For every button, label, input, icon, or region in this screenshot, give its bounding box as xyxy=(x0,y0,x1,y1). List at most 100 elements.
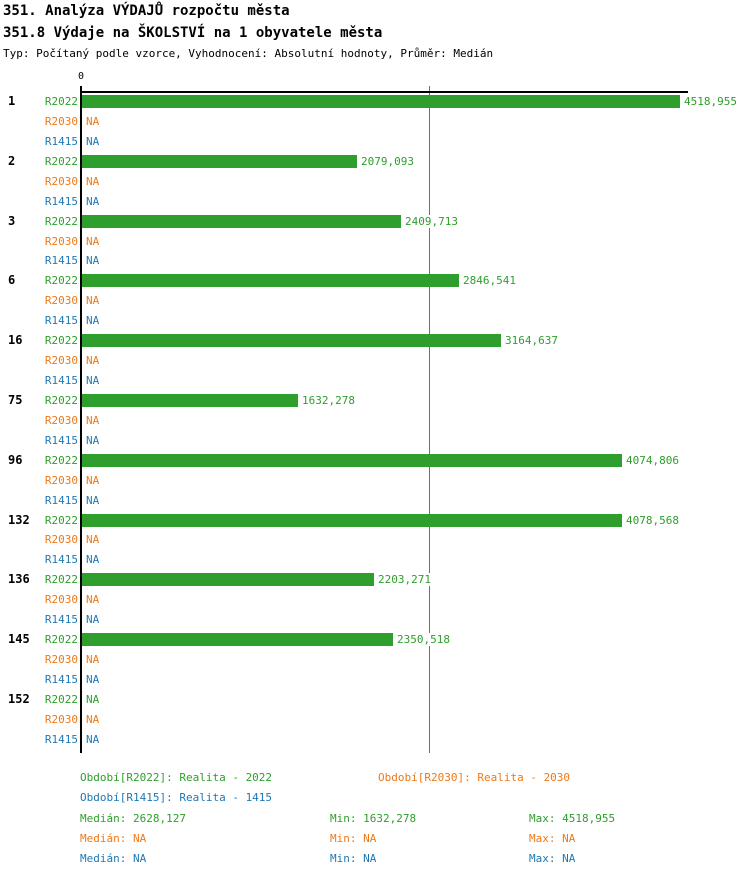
na-value-label: NA xyxy=(86,593,100,606)
bar xyxy=(82,334,501,347)
na-value-label: NA xyxy=(86,553,100,566)
bar xyxy=(82,215,401,228)
series-label: R2030 xyxy=(44,175,78,188)
legend-stat-median: Medián: 2628,127 xyxy=(80,812,186,825)
series-label: R1415 xyxy=(44,314,78,327)
na-value-label: NA xyxy=(86,254,100,267)
legend-stat-median: Medián: NA xyxy=(80,852,147,865)
series-label: R2022 xyxy=(44,573,78,586)
series-label: R1415 xyxy=(44,494,78,507)
value-label: 4074,806 xyxy=(625,454,680,467)
legend-stat-min: Min: 1632,278 xyxy=(330,812,417,825)
series-label: R2030 xyxy=(44,235,78,248)
legend-period-item: Období[R2022]: Realita - 2022 xyxy=(80,771,273,784)
value-label: 2409,713 xyxy=(404,215,459,228)
group-label: 6 xyxy=(8,273,16,287)
bar xyxy=(82,394,298,407)
value-label: 4078,568 xyxy=(625,514,680,527)
bar xyxy=(82,274,459,287)
series-label: R1415 xyxy=(44,195,78,208)
series-label: R2030 xyxy=(44,533,78,546)
na-value-label: NA xyxy=(86,354,100,367)
na-value-label: NA xyxy=(86,474,100,487)
report-subtitle: 351.8 Výdaje na ŠKOLSTVÍ na 1 obyvatele … xyxy=(3,25,383,41)
legend-stat-max: Max: 4518,955 xyxy=(529,812,616,825)
na-value-label: NA xyxy=(86,135,100,148)
legend-stat-max: Max: NA xyxy=(529,852,576,865)
bar xyxy=(82,155,357,168)
report-meta-line: Typ: Počítaný podle vzorce, Vyhodnocení:… xyxy=(3,47,494,60)
bar xyxy=(82,454,622,467)
series-label: R2030 xyxy=(44,474,78,487)
series-label: R2022 xyxy=(44,215,78,228)
na-value-label: NA xyxy=(86,673,100,686)
na-value-label: NA xyxy=(86,195,100,208)
series-label: R1415 xyxy=(44,553,78,566)
na-value-label: NA xyxy=(86,314,100,327)
bar xyxy=(82,573,374,586)
series-label: R2030 xyxy=(44,713,78,726)
na-value-label: NA xyxy=(86,115,100,128)
series-label: R1415 xyxy=(44,434,78,447)
series-label: R2022 xyxy=(44,155,78,168)
series-label: R2022 xyxy=(44,274,78,287)
value-label: 4518,955 xyxy=(683,95,738,108)
na-value-label: NA xyxy=(86,494,100,507)
series-label: R2022 xyxy=(44,514,78,527)
group-label: 145 xyxy=(8,632,30,646)
na-value-label: NA xyxy=(86,713,100,726)
legend-period-item: Období[R1415]: Realita - 1415 xyxy=(80,791,273,804)
value-label: 2846,541 xyxy=(462,274,517,287)
series-label: R2030 xyxy=(44,593,78,606)
bar xyxy=(82,514,622,527)
group-label: 2 xyxy=(8,154,16,168)
na-value-label: NA xyxy=(86,434,100,447)
na-value-label: NA xyxy=(86,414,100,427)
legend-stat-min: Min: NA xyxy=(330,852,377,865)
group-label: 1 xyxy=(8,94,16,108)
na-value-label: NA xyxy=(86,533,100,546)
series-label: R1415 xyxy=(44,374,78,387)
series-label: R1415 xyxy=(44,673,78,686)
bar xyxy=(82,633,393,646)
group-label: 136 xyxy=(8,572,30,586)
series-label: R2022 xyxy=(44,334,78,347)
report-title: 351. Analýza VÝDAJŮ rozpočtu města xyxy=(3,3,290,19)
value-label: 1632,278 xyxy=(301,394,356,407)
series-label: R1415 xyxy=(44,254,78,267)
group-label: 3 xyxy=(8,214,16,228)
na-value-label: NA xyxy=(86,374,100,387)
na-value-label: NA xyxy=(86,733,100,746)
series-label: R2022 xyxy=(44,394,78,407)
group-label: 132 xyxy=(8,513,30,527)
y-axis-line xyxy=(80,86,82,753)
legend-stat-median: Medián: NA xyxy=(80,832,147,845)
series-label: R2030 xyxy=(44,653,78,666)
group-label: 16 xyxy=(8,333,23,347)
value-label: 2079,093 xyxy=(360,155,415,168)
value-label: 2350,518 xyxy=(396,633,451,646)
na-value-label: NA xyxy=(86,235,100,248)
series-label: R2030 xyxy=(44,294,78,307)
value-label: 3164,637 xyxy=(504,334,559,347)
na-value-label: NA xyxy=(86,175,100,188)
group-label: 75 xyxy=(8,393,23,407)
median-reference-line xyxy=(429,86,430,753)
na-value-label: NA xyxy=(86,613,100,626)
x-axis-line xyxy=(80,91,688,93)
series-label: R1415 xyxy=(44,733,78,746)
na-value-label: NA xyxy=(86,294,100,307)
group-label: 96 xyxy=(8,453,23,467)
series-label: R1415 xyxy=(44,613,78,626)
series-label: R2030 xyxy=(44,414,78,427)
na-value-label: NA xyxy=(86,693,100,706)
series-label: R2022 xyxy=(44,693,78,706)
legend-stat-max: Max: NA xyxy=(529,832,576,845)
series-label: R2022 xyxy=(44,95,78,108)
x-axis-zero-tick-label: 0 xyxy=(77,71,85,82)
series-label: R2022 xyxy=(44,454,78,467)
series-label: R1415 xyxy=(44,135,78,148)
